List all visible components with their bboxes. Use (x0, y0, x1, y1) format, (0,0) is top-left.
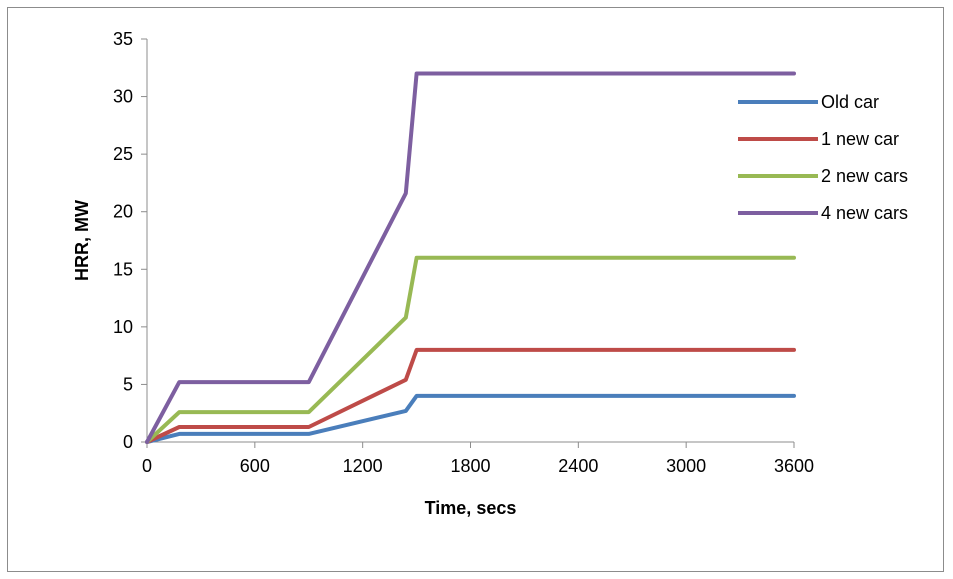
y-tick-label: 10 (113, 317, 133, 337)
x-tick-label: 1200 (343, 456, 383, 476)
series-line-1 (145, 393, 796, 444)
y-tick-label: 30 (113, 87, 133, 107)
x-tick-label: 3600 (774, 456, 814, 476)
series-line-3 (145, 255, 796, 444)
legend-label: 4 new cars (821, 203, 908, 223)
x-tick-label: 600 (240, 456, 270, 476)
series-lines (145, 71, 796, 444)
y-tick-label: 35 (113, 29, 133, 49)
legend-label: Old car (821, 92, 879, 112)
chart-area: 0 5 10 15 20 25 30 35 0 600 1200 1800 2400 3000 3600 O… (7, 7, 944, 572)
series-line-2 (145, 347, 796, 444)
x-tick-label: 1800 (450, 456, 490, 476)
y-tick-label: 0 (123, 432, 133, 452)
x-tick-label: 2400 (558, 456, 598, 476)
axes: 0 5 10 15 20 25 30 35 0 600 1200 1800 2400 3000 3600 (113, 29, 814, 476)
y-tick-label: 20 (113, 202, 133, 222)
line-chart: 0 5 10 15 20 25 30 35 0 600 1200 1800 2400 3000 3600 O… (72, 29, 908, 518)
legend: Old car 1 new car 2 new cars 4 new cars (738, 92, 908, 223)
y-tick-label: 5 (123, 374, 133, 394)
legend-label: 1 new car (821, 129, 899, 149)
x-axis-title: Time, secs (425, 498, 517, 518)
y-tick-label: 25 (113, 144, 133, 164)
y-tick-label: 15 (113, 259, 133, 279)
y-axis-title: HRR, MW (72, 200, 92, 281)
series-line-4 (145, 71, 796, 444)
x-tick-label: 0 (142, 456, 152, 476)
legend-label: 2 new cars (821, 166, 908, 186)
x-tick-label: 3000 (666, 456, 706, 476)
